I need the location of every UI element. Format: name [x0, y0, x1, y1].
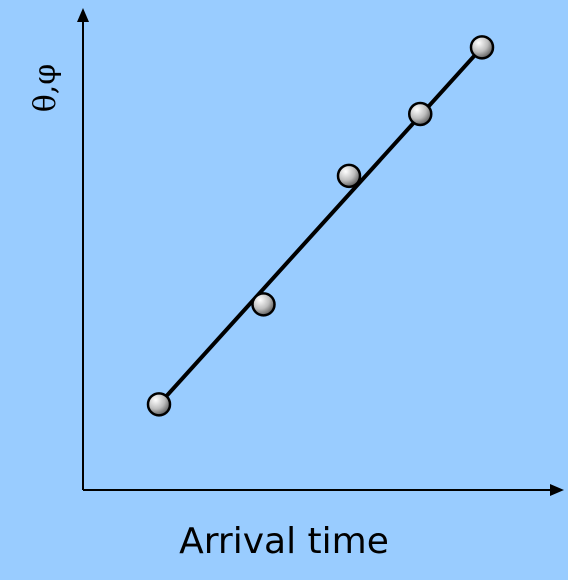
data-point [146, 392, 172, 417]
axes [77, 8, 564, 496]
data-points [146, 35, 495, 417]
data-point [251, 292, 276, 317]
data-point [408, 101, 433, 127]
y-axis-label: θ,φ [28, 63, 63, 113]
data-point [336, 163, 362, 189]
x-axis-arrowhead [550, 484, 564, 496]
fit-line [157, 45, 484, 407]
data-point [469, 35, 495, 60]
x-axis-label: Arrival time [179, 521, 389, 562]
y-axis-arrowhead [77, 8, 89, 22]
fit-line-group [157, 45, 484, 407]
